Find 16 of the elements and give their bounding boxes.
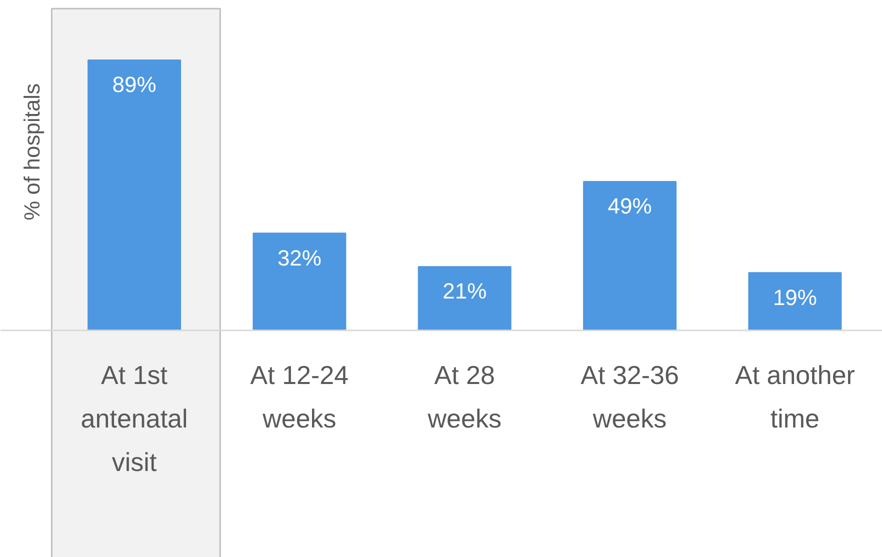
x-tick-label: At another time bbox=[734, 360, 856, 434]
bar bbox=[88, 59, 182, 331]
bar bbox=[418, 266, 512, 331]
bar bbox=[252, 232, 346, 331]
data-label: 21% bbox=[442, 278, 487, 304]
data-label: 32% bbox=[277, 245, 322, 270]
x-tick-label: At 1st antenatal visit bbox=[80, 360, 188, 478]
x-tick-label: At 32-36 weeks bbox=[580, 360, 679, 434]
x-tick-label: At 28 weeks bbox=[426, 360, 502, 434]
data-label: 89% bbox=[112, 72, 156, 98]
x-tick-label: At 12-24 weeks bbox=[250, 360, 349, 434]
y-axis-title: % of hospitals bbox=[19, 83, 44, 220]
data-label: 49% bbox=[608, 194, 652, 219]
bar bbox=[748, 272, 842, 331]
bar bbox=[583, 181, 677, 331]
data-label: 19% bbox=[772, 284, 817, 310]
